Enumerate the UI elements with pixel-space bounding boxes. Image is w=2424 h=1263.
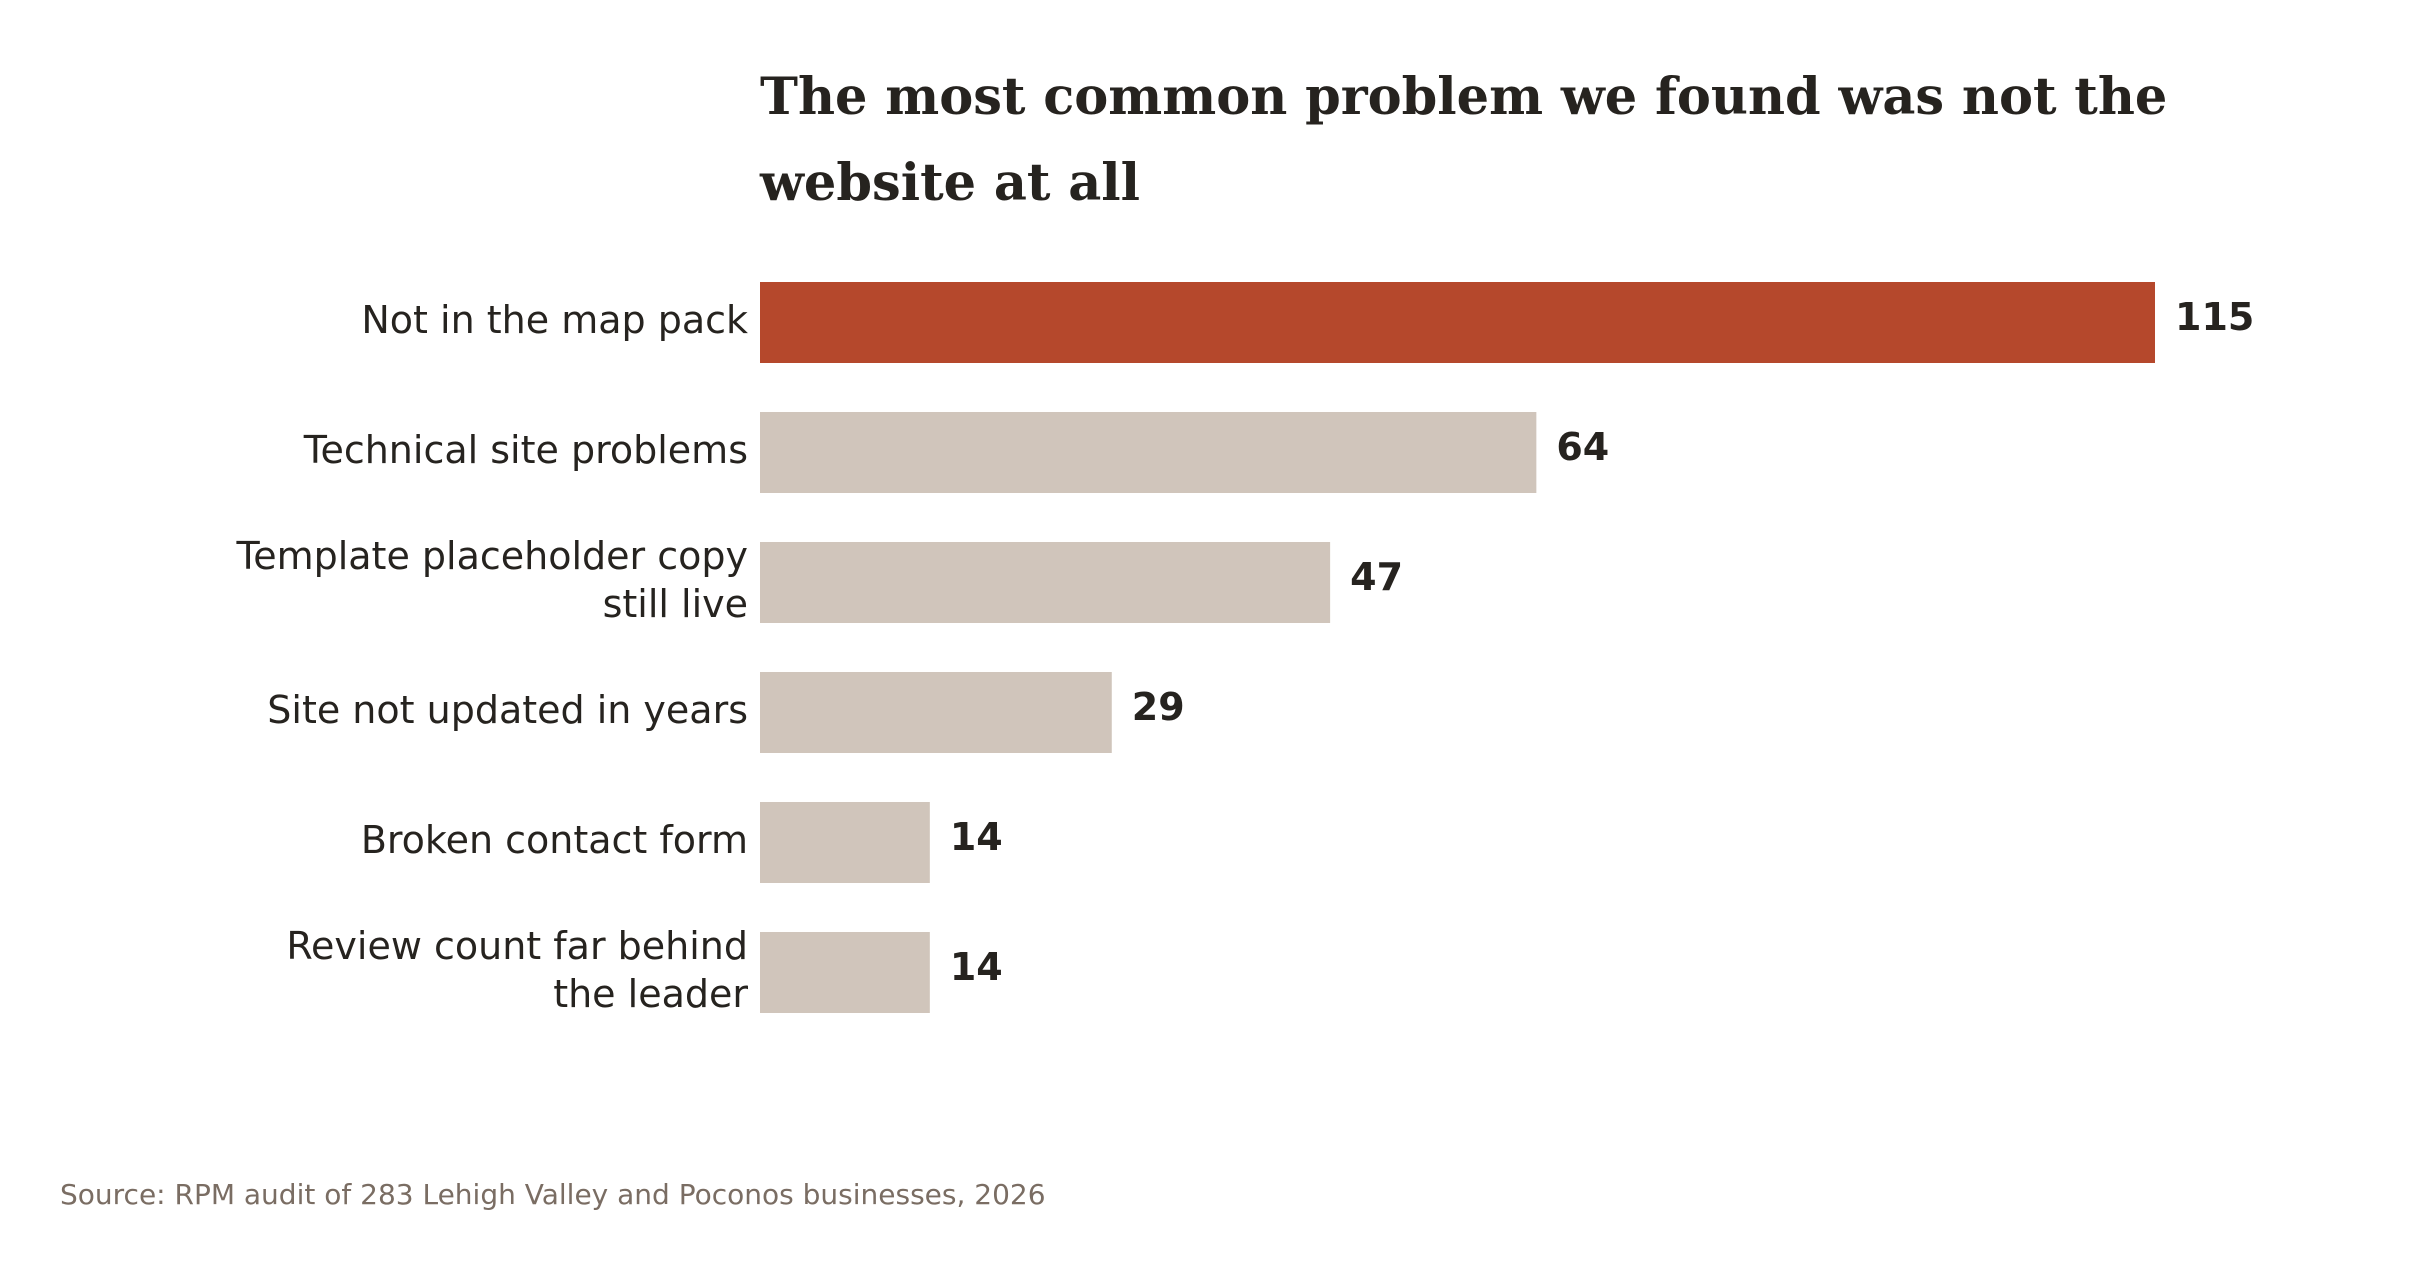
bar-1 — [760, 282, 2155, 363]
category-label-3-line-1: Template placeholder copy — [235, 534, 748, 578]
category-label-6: Review count far behind the leader — [286, 924, 748, 1016]
category-label-6-line-2: the leader — [553, 972, 748, 1016]
bars-layer — [760, 282, 2155, 1013]
bar-6 — [760, 932, 930, 1013]
value-label-2: 64 — [1556, 425, 1609, 469]
category-label-5-line-1: Broken contact form — [361, 818, 748, 862]
category-label-4: Site not updated in years — [267, 688, 748, 732]
category-label-5: Broken contact form — [361, 818, 748, 862]
source-note: Source: RPM audit of 283 Lehigh Valley a… — [60, 1178, 1046, 1211]
value-label-4: 29 — [1132, 685, 1185, 729]
value-label-3: 47 — [1350, 555, 1403, 599]
bar-4 — [760, 672, 1112, 753]
category-label-1-line-1: Not in the map pack — [361, 298, 748, 342]
category-label-3-line-2: still live — [603, 582, 748, 626]
bar-5 — [760, 802, 930, 883]
chart-title-line-1: The most common problem we found was not… — [760, 67, 2167, 127]
value-label-5: 14 — [950, 815, 1003, 859]
category-label-2-line-1: Technical site problems — [303, 428, 748, 472]
category-label-2: Technical site problems — [303, 428, 748, 472]
value-labels-layer: 115 64 47 29 14 14 — [950, 295, 2255, 989]
category-label-3: Template placeholder copy still live — [235, 534, 748, 626]
value-label-1: 115 — [2175, 295, 2254, 339]
category-label-4-line-1: Site not updated in years — [267, 688, 748, 732]
category-labels-layer: Not in the map pack Technical site proble… — [235, 298, 748, 1016]
category-label-1: Not in the map pack — [361, 298, 748, 342]
chart-title-line-2: website at all — [759, 153, 1140, 213]
value-label-6: 14 — [950, 945, 1003, 989]
bar-3 — [760, 542, 1331, 623]
bar-2 — [760, 412, 1537, 493]
category-label-6-line-1: Review count far behind — [286, 924, 748, 968]
